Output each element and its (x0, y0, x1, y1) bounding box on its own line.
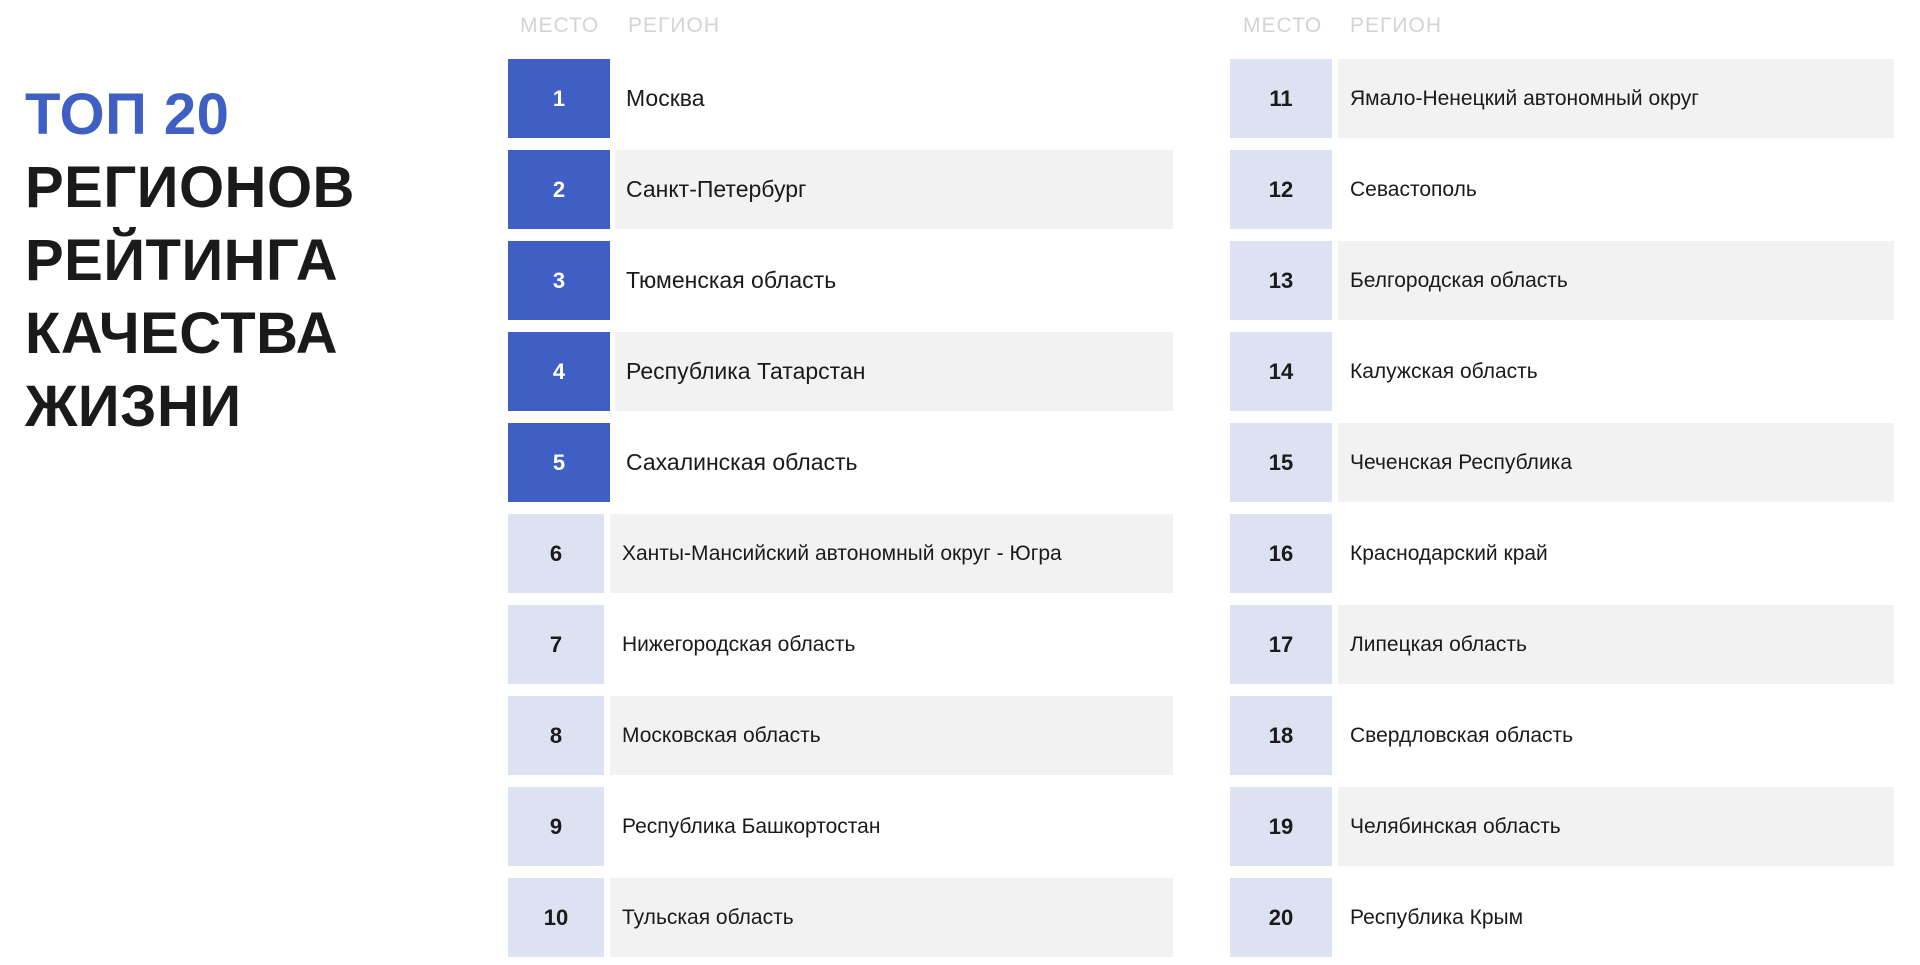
rank-cell: 19 (1230, 787, 1332, 866)
rank-cell: 4 (508, 332, 610, 411)
region-cell: Свердловская область (1350, 723, 1574, 747)
rank-cell: 6 (508, 514, 604, 593)
region-cell: Республика Татарстан (615, 332, 1173, 411)
header-region: РЕГИОН (1350, 14, 1442, 37)
region-cell: Тюменская область (626, 267, 837, 293)
title-line: КАЧЕСТВА (25, 301, 339, 366)
rank-cell: 13 (1230, 241, 1332, 320)
region-cell: Тульская область (610, 878, 1173, 957)
region-cell: Москва (626, 85, 705, 111)
rank-cell: 18 (1230, 696, 1332, 775)
rank-cell: 16 (1230, 514, 1332, 593)
header-region: РЕГИОН (628, 14, 720, 37)
title-line: РЕГИОНОВ (25, 155, 355, 220)
region-cell: Ханты-Мансийский автономный округ - Югра (610, 514, 1173, 593)
rank-cell: 2 (508, 150, 610, 229)
region-cell: Белгородская область (1338, 241, 1894, 320)
region-cell: Республика Башкортостан (622, 814, 881, 838)
region-cell: Нижегородская область (622, 632, 856, 656)
rank-cell: 20 (1230, 878, 1332, 957)
region-cell: Липецкая область (1338, 605, 1894, 684)
rank-cell: 15 (1230, 423, 1332, 502)
rank-cell: 12 (1230, 150, 1332, 229)
region-cell: Санкт-Петербург (615, 150, 1173, 229)
region-cell: Московская область (610, 696, 1173, 775)
rank-cell: 14 (1230, 332, 1332, 411)
rank-cell: 1 (508, 59, 610, 138)
page-title: ТОП 20 РЕГИОНОВ РЕЙТИНГА КАЧЕСТВА ЖИЗНИ (25, 78, 355, 443)
rank-cell: 10 (508, 878, 604, 957)
region-cell: Челябинская область (1338, 787, 1894, 866)
title-line: ТОП 20 (25, 82, 230, 147)
region-cell: Калужская область (1350, 359, 1538, 383)
rank-cell: 9 (508, 787, 604, 866)
region-cell: Чеченская Республика (1338, 423, 1894, 502)
title-line: РЕЙТИНГА (25, 228, 339, 293)
region-cell: Краснодарский край (1350, 541, 1548, 565)
rank-cell: 11 (1230, 59, 1332, 138)
rank-cell: 5 (508, 423, 610, 502)
rank-cell: 7 (508, 605, 604, 684)
title-line: ЖИЗНИ (25, 374, 242, 439)
region-cell: Ямало-Ненецкий автономный округ (1338, 59, 1894, 138)
region-cell: Сахалинская область (626, 449, 858, 475)
rank-cell: 17 (1230, 605, 1332, 684)
header-rank: МЕСТО (520, 14, 600, 37)
region-cell: Республика Крым (1350, 905, 1524, 929)
rank-cell: 3 (508, 241, 610, 320)
region-cell: Севастополь (1350, 177, 1477, 201)
header-rank: МЕСТО (1243, 14, 1323, 37)
rank-cell: 8 (508, 696, 604, 775)
